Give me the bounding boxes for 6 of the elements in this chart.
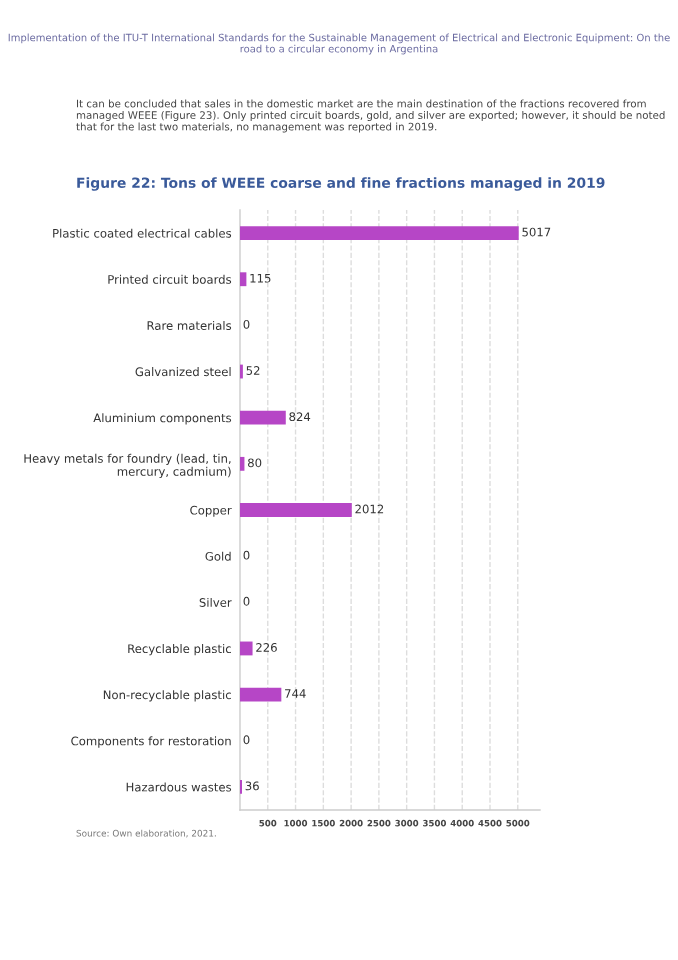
bar bbox=[240, 641, 253, 656]
bar bbox=[240, 687, 282, 702]
bar bbox=[240, 503, 352, 517]
bar bbox=[240, 272, 247, 287]
bar bbox=[240, 410, 286, 425]
bar bbox=[240, 226, 519, 240]
